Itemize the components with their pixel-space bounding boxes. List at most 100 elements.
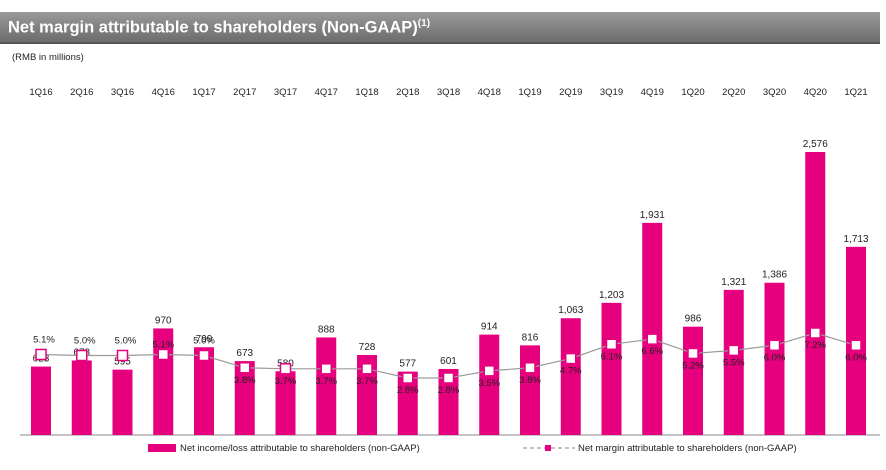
margin-value-label: 3.7% bbox=[315, 376, 337, 387]
bar-value-label: 1,386 bbox=[762, 270, 787, 281]
margin-value-label: 5.2% bbox=[682, 360, 704, 371]
legend-label-bar: Net income/loss attributable to sharehol… bbox=[180, 443, 420, 454]
bar-value-label: 601 bbox=[440, 356, 457, 367]
bar-net-income bbox=[479, 334, 500, 435]
margin-value-label: 5.5% bbox=[723, 357, 745, 368]
bar-net-income bbox=[194, 347, 214, 435]
bar-net-income bbox=[642, 222, 663, 435]
margin-marker bbox=[565, 352, 577, 365]
bar-net-income bbox=[560, 318, 581, 435]
margin-marker bbox=[728, 344, 740, 357]
margin-value-label: 5.0% bbox=[74, 336, 96, 347]
margin-marker bbox=[361, 363, 373, 375]
bar-value-label: 970 bbox=[155, 315, 172, 326]
bar-net-income bbox=[683, 326, 703, 435]
bar-value-label: 986 bbox=[685, 314, 702, 325]
margin-value-label: 6.0% bbox=[764, 352, 786, 363]
margin-value-label: 3.7% bbox=[275, 376, 297, 387]
chart-title: Net margin attributable to shareholders … bbox=[8, 18, 430, 38]
category-label: 1Q18 bbox=[355, 87, 378, 98]
category-label: 3Q17 bbox=[274, 87, 297, 98]
bar-value-label: 673 bbox=[236, 348, 253, 359]
margin-value-label: 3.5% bbox=[478, 378, 500, 389]
bar-net-income bbox=[764, 282, 785, 435]
category-label: 2Q19 bbox=[559, 87, 582, 98]
margin-marker bbox=[687, 347, 699, 360]
bar-net-income bbox=[234, 361, 255, 435]
margin-marker bbox=[402, 372, 414, 384]
bar-net-income bbox=[316, 337, 337, 435]
bar-value-label: 595 bbox=[114, 357, 131, 368]
margin-marker bbox=[605, 338, 618, 350]
category-label: 4Q17 bbox=[315, 87, 338, 98]
bar-net-income bbox=[805, 152, 826, 435]
margin-marker bbox=[483, 365, 495, 377]
margin-marker bbox=[768, 339, 781, 352]
category-label: 1Q20 bbox=[681, 87, 704, 98]
margin-value-label: 5.1% bbox=[33, 334, 55, 345]
category-label: 2Q17 bbox=[233, 87, 256, 98]
chart-title-text: Net margin attributable to shareholders … bbox=[8, 18, 418, 37]
legend-swatch-bar bbox=[148, 444, 176, 452]
title-bar: Net margin attributable to shareholders … bbox=[0, 12, 880, 44]
margin-value-label: 7.2% bbox=[804, 340, 826, 351]
margin-marker bbox=[35, 348, 47, 361]
category-label: 4Q18 bbox=[478, 87, 501, 98]
margin-marker bbox=[809, 327, 821, 339]
bar-net-income bbox=[357, 355, 377, 435]
margin-marker bbox=[116, 349, 129, 362]
category-label: 4Q20 bbox=[804, 87, 827, 98]
margin-value-label: 3.7% bbox=[356, 376, 378, 387]
margin-marker bbox=[157, 348, 169, 361]
margin-value-label: 6.6% bbox=[641, 346, 663, 357]
bar-value-label: 914 bbox=[481, 322, 498, 333]
bar-value-label: 2,576 bbox=[803, 139, 828, 150]
margin-marker bbox=[524, 362, 536, 374]
bar-net-income bbox=[112, 369, 133, 435]
margin-value-label: 6.0% bbox=[845, 352, 867, 363]
margin-marker bbox=[646, 333, 658, 345]
category-label: 1Q17 bbox=[192, 87, 215, 98]
bar-value-label: 577 bbox=[399, 359, 416, 370]
category-label: 3Q18 bbox=[437, 87, 460, 98]
margin-marker bbox=[239, 362, 251, 374]
bar-net-income bbox=[275, 371, 296, 435]
category-label: 2Q16 bbox=[70, 87, 93, 98]
bar-net-income bbox=[723, 289, 744, 435]
bar-value-label: 1,931 bbox=[640, 210, 665, 221]
bar-value-label: 888 bbox=[318, 324, 335, 335]
margin-value-label: 5.1% bbox=[152, 339, 174, 350]
category-label: 2Q20 bbox=[722, 87, 745, 98]
legend-label-margin: Net margin attributable to shareholders … bbox=[578, 443, 797, 454]
bar-value-label: 799 bbox=[196, 334, 213, 345]
margin-marker bbox=[442, 372, 455, 384]
bar-value-label: 728 bbox=[359, 342, 376, 353]
margin-marker bbox=[320, 363, 332, 375]
margin-value-label: 6.1% bbox=[601, 351, 623, 362]
bar-value-label: 1,203 bbox=[599, 290, 624, 301]
legend-marker-margin bbox=[545, 445, 551, 451]
margin-marker bbox=[850, 339, 862, 352]
margin-value-label: 3.8% bbox=[234, 375, 256, 386]
bar-net-income bbox=[71, 360, 92, 435]
bar-net-income bbox=[601, 302, 622, 435]
category-label: 3Q20 bbox=[763, 87, 786, 98]
category-label: 3Q16 bbox=[111, 87, 134, 98]
margin-value-label: 3.8% bbox=[519, 375, 541, 386]
category-label: 4Q19 bbox=[641, 87, 664, 98]
margin-value-label: 2.8% bbox=[397, 385, 419, 396]
margin-value-label: 2.8% bbox=[438, 385, 460, 396]
bar-value-label: 1,713 bbox=[843, 234, 868, 245]
margin-marker bbox=[76, 349, 88, 362]
category-label: 3Q19 bbox=[600, 87, 623, 98]
bar-net-income bbox=[397, 371, 418, 435]
category-label: 1Q16 bbox=[29, 87, 52, 98]
bar-value-label: 1,063 bbox=[558, 305, 583, 316]
category-label: 1Q19 bbox=[518, 87, 541, 98]
margin-marker bbox=[279, 363, 292, 375]
margin-value-label: 4.7% bbox=[560, 366, 582, 377]
bar-net-income bbox=[520, 345, 540, 435]
margin-value-label: 5.0% bbox=[193, 336, 215, 347]
bar-net-income bbox=[438, 368, 459, 435]
